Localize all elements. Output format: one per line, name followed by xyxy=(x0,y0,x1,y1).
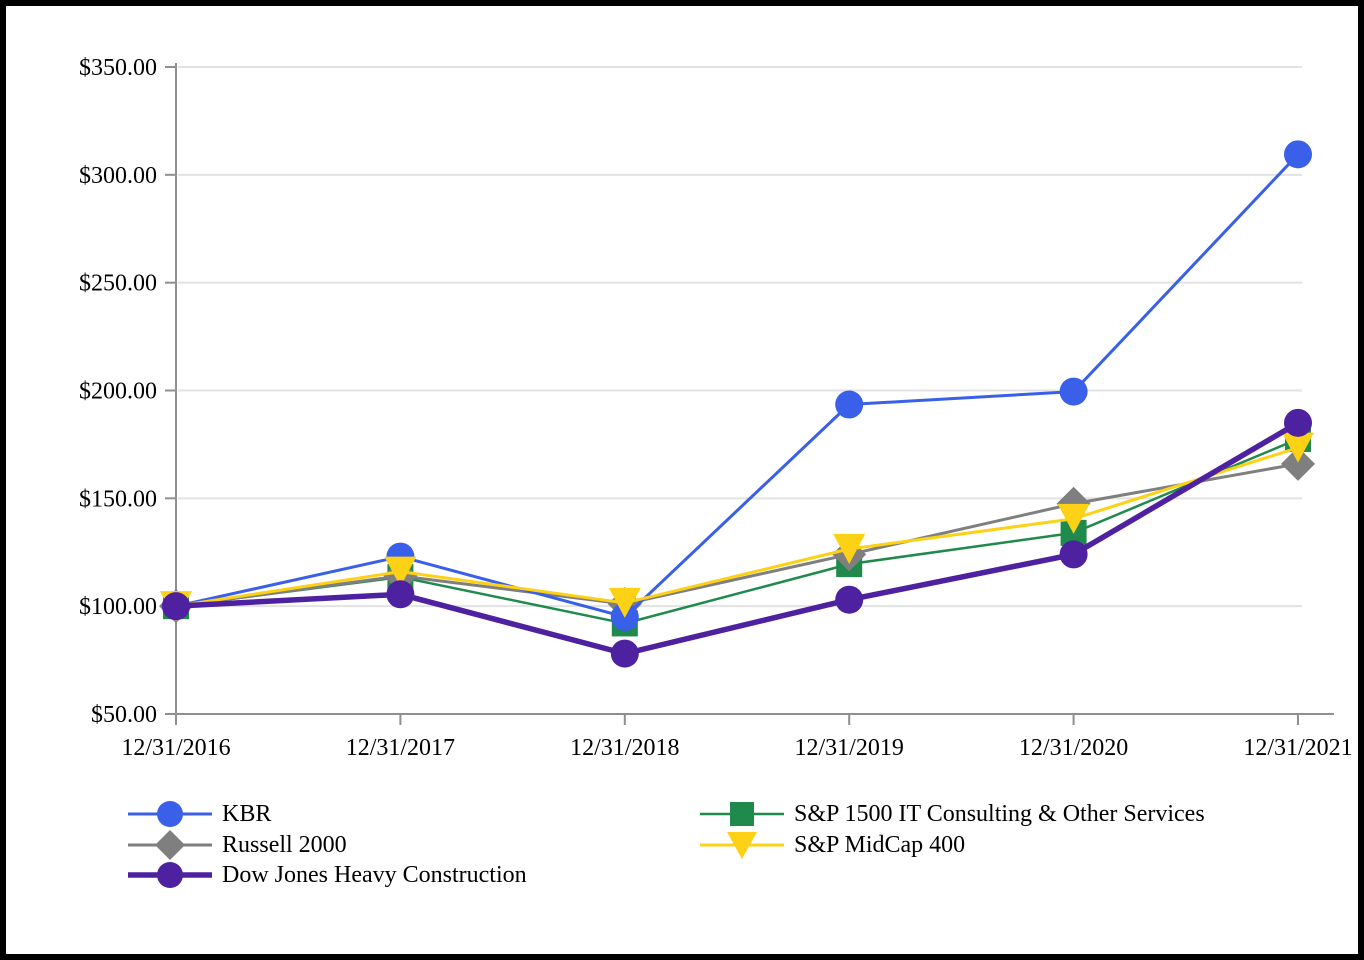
x-tick-label: 12/31/2016 xyxy=(121,735,230,761)
legend-item-kbr: KBR xyxy=(128,799,271,829)
series-dow-jones-heavy-construction-marker xyxy=(835,585,864,614)
legend-label-russell-2000: Russell 2000 xyxy=(222,832,347,858)
series-line-russell-2000 xyxy=(174,462,1300,608)
legend-label-kbr: KBR xyxy=(222,801,272,827)
legend-label-sp-midcap: S&P MidCap 400 xyxy=(794,832,966,858)
y-tick-label: $200.00 xyxy=(79,379,157,405)
y-tick-label: $250.00 xyxy=(79,271,157,297)
y-tick-label: $150.00 xyxy=(79,486,157,512)
series-kbr-marker xyxy=(1059,377,1088,406)
legend-item-russell-2000: Russell 2000 xyxy=(128,830,347,860)
legend-item-dow-jones-heavy-construction: Dow Jones Heavy Construction xyxy=(128,860,527,890)
kbr-legend-marker-icon xyxy=(128,801,212,827)
sp-midcap-400-legend-shape xyxy=(727,832,757,859)
sp-midcap-legend-marker-icon xyxy=(700,832,784,859)
x-tick-label: 12/31/2020 xyxy=(1019,735,1128,761)
kbr-legend-shape xyxy=(157,801,183,827)
series-russell-2000-marker xyxy=(1281,446,1315,481)
series-sp-midcap-400-marker xyxy=(1282,432,1314,463)
series-dow-jones-heavy-construction-marker xyxy=(386,580,415,609)
series-dow-jones-heavy-construction-marker xyxy=(610,639,639,668)
series-kbr-marker xyxy=(1284,140,1312,169)
russell-2000-legend-marker-icon xyxy=(128,830,212,860)
x-tick-label: 12/31/2019 xyxy=(795,735,904,761)
series-line-sp-midcap-400 xyxy=(174,446,1300,608)
y-tick-label: $100.00 xyxy=(79,594,157,620)
dow-jones-legend-marker-icon xyxy=(128,862,212,888)
x-tick-label: 12/31/2021 xyxy=(1243,735,1352,761)
x-tick-label: 12/31/2018 xyxy=(570,735,679,761)
series-sp-midcap-400-marker xyxy=(1057,503,1090,534)
dow-jones-heavy-construction-legend-shape xyxy=(157,862,183,888)
y-tick-label: $300.00 xyxy=(79,163,157,189)
legend-label-sp-1500: S&P 1500 IT Consulting & Other Services xyxy=(794,801,1205,827)
y-tick-label: $350.00 xyxy=(79,55,157,81)
series-kbr-marker xyxy=(835,390,864,419)
russell-2000-legend-shape xyxy=(155,830,185,860)
series-sp-midcap-400-marker xyxy=(608,587,641,618)
series-dow-jones-heavy-construction-marker xyxy=(1284,408,1312,437)
legend-label-dow-jones: Dow Jones Heavy Construction xyxy=(222,862,527,888)
series-sp-midcap-400-marker xyxy=(833,534,866,565)
series-sp-midcap-400-marker xyxy=(384,556,417,587)
x-tick-label: 12/31/2017 xyxy=(346,735,455,761)
performance-chart-plot: $350.00 $300.00 $250.00 $200.00 $150.00 $100.… xyxy=(79,55,1353,761)
series-dow-jones-heavy-construction-marker xyxy=(162,592,190,621)
series-dow-jones-heavy-construction-marker xyxy=(1059,540,1088,569)
legend-item-sp-midcap-400: S&P MidCap 400 xyxy=(700,830,965,860)
sp-1500-it-consulting-legend-shape xyxy=(730,802,754,826)
series-line-kbr xyxy=(174,152,1300,619)
sp-1500-legend-marker-icon xyxy=(700,802,784,826)
legend-item-sp-1500-it-consulting: S&P 1500 IT Consulting & Other Services xyxy=(700,799,1205,829)
y-tick-label: $50.00 xyxy=(91,702,157,728)
series-line-dow-jones-heavy-construction xyxy=(173,420,1301,657)
